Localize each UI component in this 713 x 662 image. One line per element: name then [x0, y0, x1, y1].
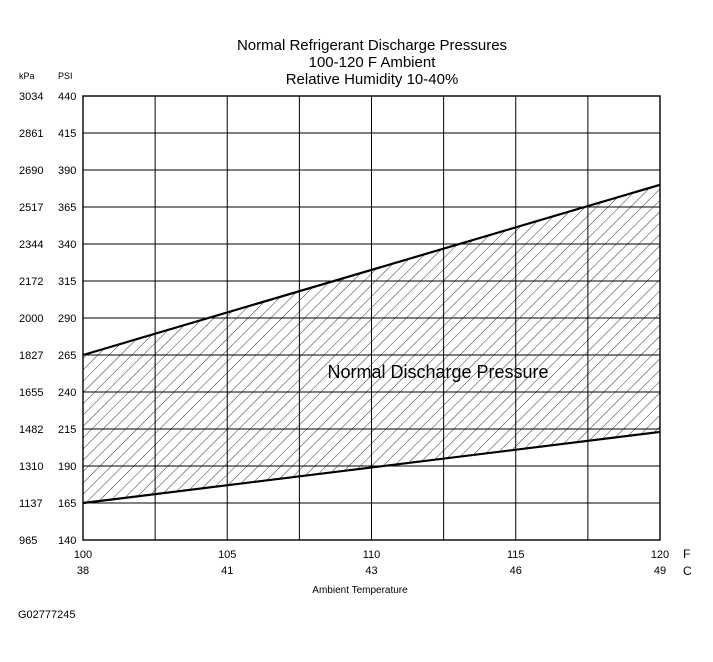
x-tick-label-f: 105: [218, 549, 236, 561]
y-tick-label-kpa: 1310: [19, 461, 43, 473]
x-tick-label-f: 120: [651, 549, 669, 561]
x-tick-label-f: 115: [507, 549, 525, 561]
x-tick-label-f: 110: [363, 549, 381, 561]
y-tick-label-kpa: 1137: [19, 498, 43, 510]
fahrenheit-unit-label: F: [683, 547, 690, 561]
kpa-unit-header: kPa: [19, 71, 35, 81]
y-tick-label-kpa: 2344: [19, 239, 43, 251]
y-tick-label-kpa: 1827: [19, 350, 43, 362]
psi-unit-header: PSI: [58, 71, 73, 81]
y-tick-label-kpa: 965: [19, 535, 37, 547]
x-tick-label-c: 43: [365, 565, 377, 577]
y-tick-label-psi: 440: [58, 91, 76, 103]
y-tick-label-psi: 165: [58, 498, 76, 510]
y-tick-label-psi: 415: [58, 128, 76, 140]
celsius-unit-label: C: [683, 564, 692, 578]
y-tick-label-psi: 390: [58, 165, 76, 177]
y-tick-label-psi: 190: [58, 461, 76, 473]
y-tick-label-kpa: 2000: [19, 313, 43, 325]
y-tick-label-psi: 240: [58, 387, 76, 399]
y-tick-label-kpa: 2517: [19, 202, 43, 214]
y-tick-label-psi: 215: [58, 424, 76, 436]
x-tick-label-c: 41: [221, 565, 233, 577]
chart-title: Normal Refrigerant Discharge Pressures: [237, 37, 507, 54]
y-tick-label-kpa: 1482: [19, 424, 43, 436]
y-tick-label-psi: 265: [58, 350, 76, 362]
y-tick-label-kpa: 2172: [19, 276, 43, 288]
lower-limit-line: [82, 430, 661, 505]
plot-frame: [82, 95, 661, 541]
y-tick-label-kpa: 1655: [19, 387, 43, 399]
y-tick-label-psi: 315: [58, 276, 76, 288]
y-tick-label-psi: 340: [58, 239, 76, 251]
y-tick-label-psi: 365: [58, 202, 76, 214]
y-tick-label-psi: 140: [58, 535, 76, 547]
x-axis-label: Ambient Temperature: [312, 585, 408, 596]
chart-subtitle-ambient: 100-120 F Ambient: [309, 54, 437, 71]
upper-limit-line: [82, 183, 661, 357]
x-tick-label-c: 46: [510, 565, 522, 577]
x-tick-label-c: 49: [654, 565, 666, 577]
y-tick-label-kpa: 2861: [19, 128, 43, 140]
chart-subtitle-humidity: Relative Humidity 10-40%: [286, 71, 459, 88]
figure-id: G02777245: [18, 609, 76, 621]
y-tick-label-kpa: 2690: [19, 165, 43, 177]
x-tick-label-c: 38: [77, 565, 89, 577]
y-tick-label-psi: 290: [58, 313, 76, 325]
normal-pressure-band: [83, 184, 660, 504]
band-label: Normal Discharge Pressure: [327, 362, 548, 382]
x-tick-label-f: 100: [74, 549, 92, 561]
y-tick-label-kpa: 3034: [19, 91, 43, 103]
